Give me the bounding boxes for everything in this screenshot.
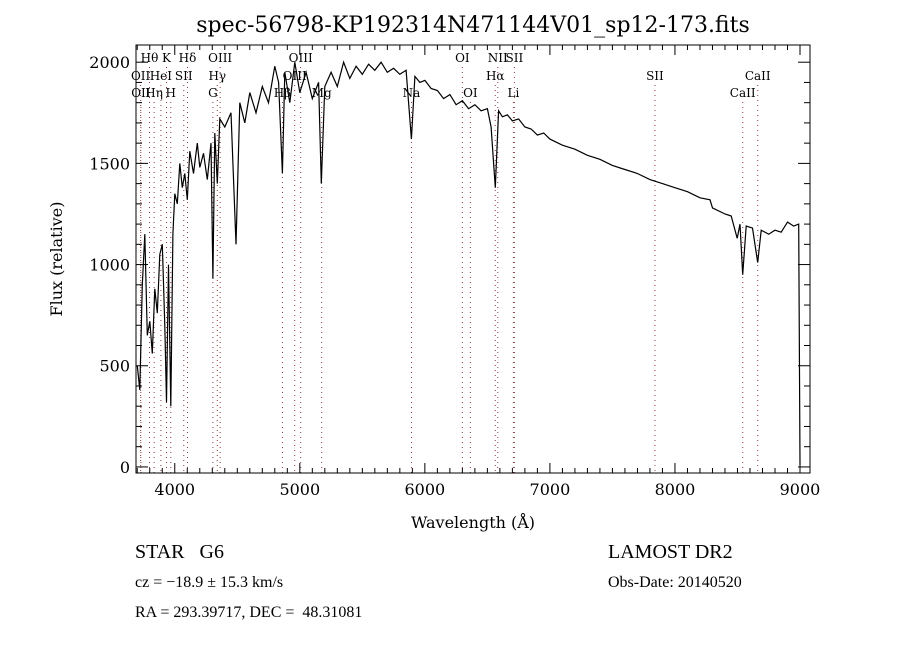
y-tick-label: 500: [99, 357, 130, 376]
line-marker-label: OI: [455, 51, 470, 65]
line-marker-label: CaII: [745, 69, 771, 83]
x-axis-label: Wavelength (Å): [411, 512, 535, 532]
line-marker-label: SII: [646, 69, 664, 83]
line-marker-label: Hγ: [208, 69, 226, 83]
x-tick-label: 7000: [530, 480, 571, 499]
subclass-label: G6: [199, 541, 224, 563]
chart-title: spec-56798-KP192314N471144V01_sp12-173.f…: [196, 13, 750, 38]
spectrum-line: [136, 60, 801, 465]
line-marker-label: Mg: [312, 86, 332, 100]
x-tick-label: 5000: [279, 480, 320, 499]
redshift-text: cz = −18.9 ± 15.3 km/s: [135, 574, 284, 591]
x-tick-label: 6000: [404, 480, 445, 499]
y-tick-label: 1500: [89, 154, 130, 173]
line-marker-label: HeI: [150, 69, 173, 83]
y-tick-label: 1000: [89, 256, 130, 275]
plot-frame: [135, 44, 811, 474]
line-marker-label: CaII: [730, 86, 756, 100]
survey-label: LAMOST DR2: [608, 541, 733, 563]
line-marker-label: OI: [463, 86, 478, 100]
x-tick-label: 9000: [780, 480, 821, 499]
object-class: STAR G6: [135, 541, 224, 564]
line-marker-label: SII: [175, 69, 193, 83]
line-marker-label: G: [208, 86, 218, 100]
line-marker-label: OII: [131, 69, 151, 83]
line-marker-label: Hβ: [274, 86, 291, 100]
class-label: STAR: [135, 541, 185, 563]
x-tick-label: 4000: [154, 480, 195, 499]
line-marker-label: Hα: [486, 69, 505, 83]
line-marker-label: H: [166, 86, 176, 100]
y-tick-label: 0: [120, 458, 130, 477]
line-marker-label: Hθ: [141, 51, 159, 65]
coordinates-text: RA = 293.39717, DEC = 48.31081: [135, 604, 363, 621]
line-marker-label: K: [162, 51, 172, 65]
x-tick-label: 8000: [655, 480, 696, 499]
line-marker-label: SII: [506, 51, 524, 65]
line-marker-label: Hη: [145, 86, 163, 100]
line-marker-label: Hδ: [179, 51, 197, 65]
line-marker-label: OIII: [289, 51, 313, 65]
obs-date: Obs-Date: 20140520: [608, 574, 742, 591]
line-marker-label: NII: [488, 51, 508, 65]
line-marker-label: OIII: [208, 51, 232, 65]
line-marker-label: Na: [403, 86, 421, 100]
y-axis-label: Flux (relative): [47, 202, 66, 317]
y-tick-label: 2000: [89, 53, 130, 72]
line-marker-label: Li: [507, 86, 519, 100]
line-marker-label: OIII: [283, 69, 307, 83]
